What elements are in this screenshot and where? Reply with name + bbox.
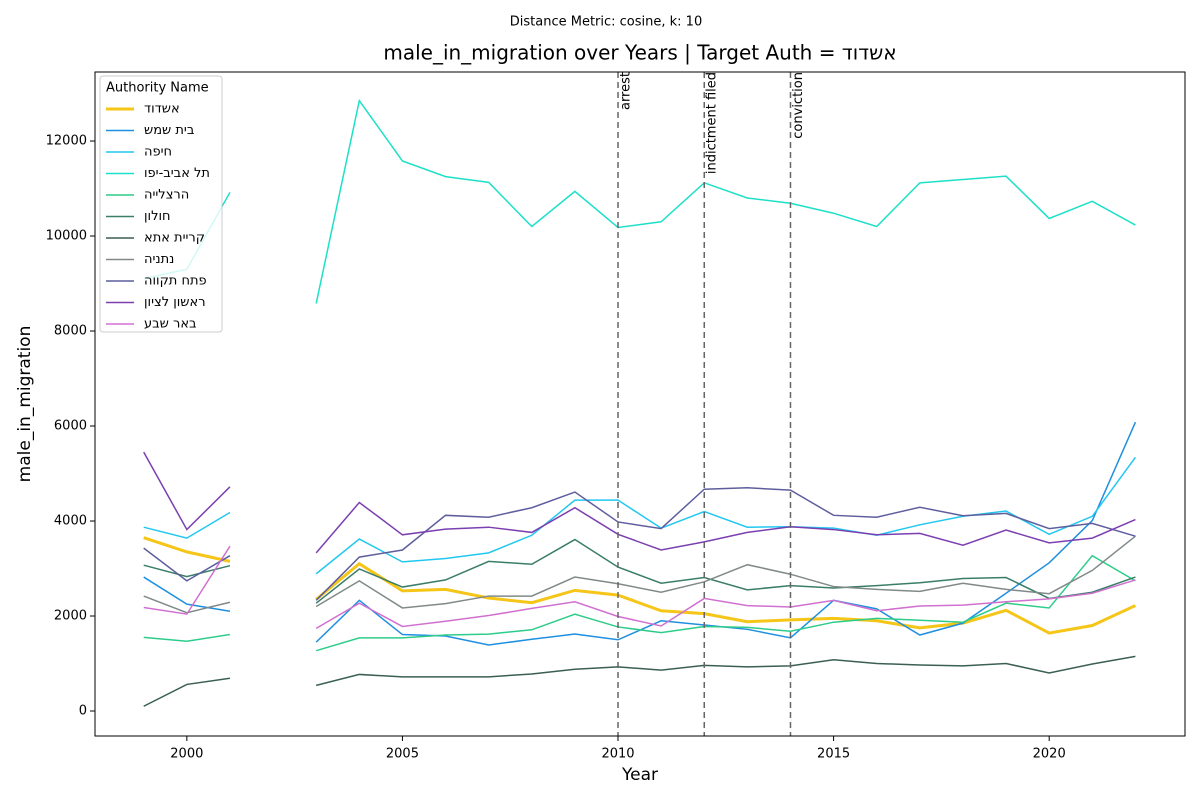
- x-tick-label: 2010: [601, 747, 634, 762]
- legend-label: הינתנ: [144, 252, 174, 267]
- series-line: [143, 538, 1136, 604]
- series-line: [143, 451, 1136, 554]
- series-line: [143, 487, 1136, 601]
- y-tick-label: 12000: [46, 134, 87, 149]
- series-line: [143, 554, 1136, 652]
- annotation-label: indictment filed: [705, 72, 720, 174]
- legend-label: שמש תיב: [144, 123, 194, 138]
- x-tick-label: 2005: [386, 747, 419, 762]
- legend-label: דודשא: [144, 102, 180, 117]
- y-axis-label: male_in_migration: [15, 326, 35, 483]
- annotation-label: arrest: [619, 72, 634, 110]
- legend-label: אתא תיירק: [144, 231, 205, 246]
- chart-title: male_in_migration over Years | Target Au…: [383, 41, 896, 65]
- annotation-label: conviction: [791, 72, 806, 139]
- series-line: [143, 655, 1136, 707]
- y-tick-label: 0: [79, 704, 87, 719]
- legend-label: היילצרה: [144, 188, 189, 203]
- legend-title: Authority Name: [106, 81, 209, 96]
- x-tick-label: 2015: [817, 747, 850, 762]
- legend-label: עבש ראב: [144, 317, 197, 332]
- legend-box: [99, 75, 223, 333]
- y-tick-label: 6000: [54, 419, 87, 434]
- legend-label: ופי-ביבא לת: [144, 166, 210, 181]
- legend-label: הווקת חתפ: [144, 274, 207, 289]
- y-tick-label: 8000: [54, 324, 87, 339]
- x-tick-label: 2020: [1033, 747, 1066, 762]
- y-tick-label: 10000: [46, 229, 87, 244]
- y-tick-label: 4000: [54, 514, 87, 529]
- series-line: [143, 535, 1136, 614]
- x-axis-label: Year: [621, 765, 658, 785]
- axes-frame: [94, 71, 1186, 737]
- legend-label: הפיח: [144, 145, 172, 160]
- series-line: [143, 98, 1136, 304]
- series-line: [143, 536, 1137, 635]
- series-line: [143, 545, 1136, 630]
- series-line: [143, 456, 1137, 575]
- y-tick-label: 2000: [54, 609, 87, 624]
- legend-label: ןולוח: [144, 209, 171, 224]
- x-tick-label: 2000: [170, 747, 203, 762]
- subtitle: Distance Metric: cosine, k: 10: [510, 15, 702, 30]
- legend-label: ןויצל ןושאר: [144, 295, 206, 310]
